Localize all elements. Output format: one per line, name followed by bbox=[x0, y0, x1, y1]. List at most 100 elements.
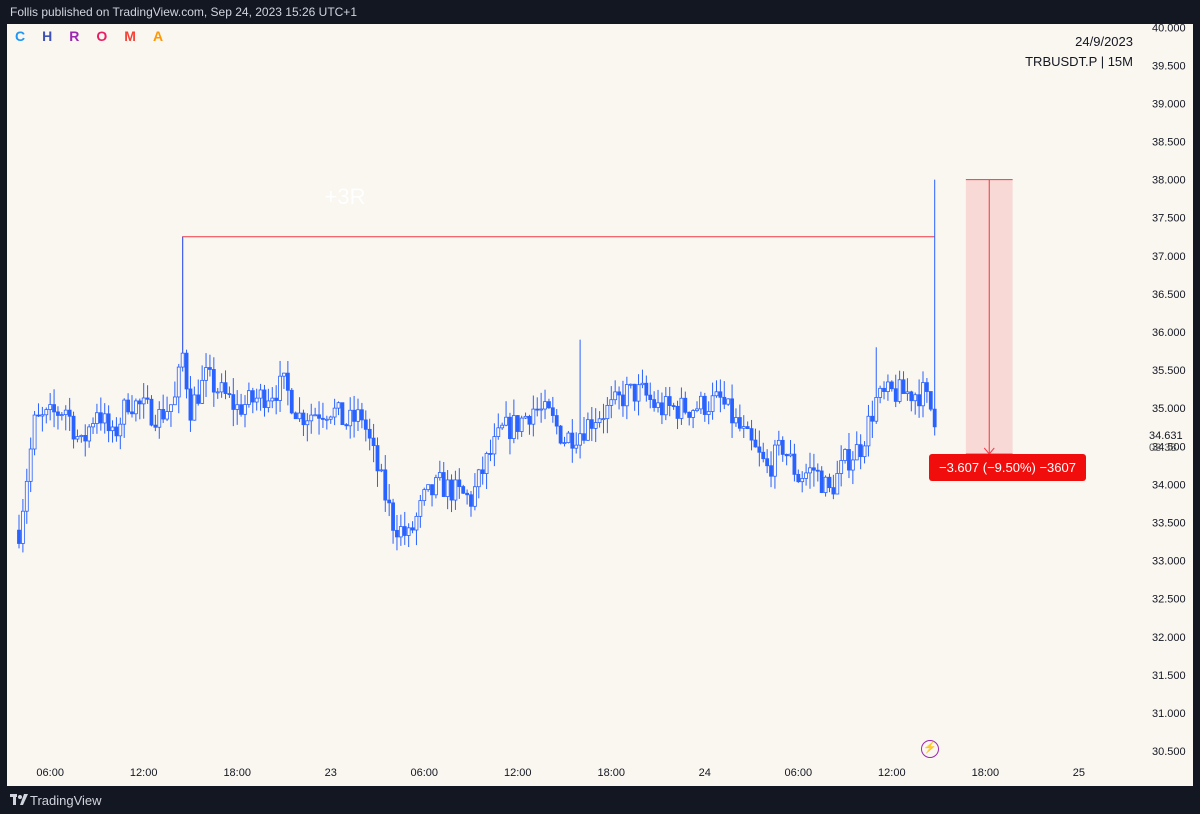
measure-arrowhead bbox=[983, 447, 995, 455]
candle-body bbox=[547, 401, 551, 409]
y-tick-label: 33.500 bbox=[1152, 518, 1186, 530]
candle-body bbox=[831, 487, 836, 495]
candle-body bbox=[773, 444, 777, 477]
candle-body bbox=[235, 404, 240, 410]
x-tick-label: 12:00 bbox=[130, 767, 158, 779]
x-tick-label: 12:00 bbox=[878, 767, 906, 779]
candle-body bbox=[932, 408, 937, 428]
y-tick-label: 39.500 bbox=[1152, 60, 1186, 72]
candle-body bbox=[305, 420, 310, 426]
candle-body bbox=[348, 409, 353, 427]
candle-body bbox=[780, 439, 785, 455]
last-price-label: 34.631 03:38 bbox=[1149, 430, 1189, 454]
candle-body bbox=[734, 417, 738, 424]
candle-body bbox=[309, 414, 314, 422]
candle-body bbox=[737, 417, 742, 429]
candle-body bbox=[161, 409, 166, 420]
chart-canvas[interactable]: 30.500 31.000 31.500 32.000 32.500 33.000 33.5… bbox=[7, 24, 1193, 786]
y-tick-label: 39.000 bbox=[1152, 98, 1186, 110]
candle-body bbox=[511, 415, 516, 439]
candle-body bbox=[917, 394, 922, 407]
candle-body bbox=[293, 412, 298, 420]
candle-body bbox=[246, 390, 251, 405]
candle-body bbox=[262, 389, 267, 408]
candle-body bbox=[796, 473, 801, 483]
candle-body bbox=[854, 444, 859, 461]
candle-body bbox=[913, 394, 918, 402]
candle-body bbox=[800, 477, 805, 483]
candle-body bbox=[63, 409, 68, 416]
candle-body bbox=[453, 479, 458, 501]
candle-body bbox=[24, 480, 29, 512]
candle-body bbox=[250, 390, 255, 403]
candle-body bbox=[328, 416, 333, 420]
candle-body bbox=[141, 397, 146, 405]
candle-body bbox=[344, 424, 349, 427]
candle-body bbox=[165, 411, 169, 420]
candle-body bbox=[110, 426, 115, 432]
tradingview-logo-icon bbox=[10, 794, 28, 805]
candle-body bbox=[133, 400, 138, 415]
candle-body bbox=[543, 401, 547, 410]
candle-body bbox=[527, 415, 532, 425]
candle-body bbox=[788, 453, 793, 457]
candle-body bbox=[613, 391, 618, 401]
resistance-line[interactable] bbox=[182, 236, 935, 355]
y-tick-label: 34.500 bbox=[1152, 441, 1186, 453]
candle-body bbox=[301, 412, 306, 426]
candle-body bbox=[679, 397, 684, 419]
candle-body bbox=[558, 425, 563, 444]
candle-body bbox=[741, 426, 746, 429]
brand-letter: M bbox=[124, 28, 153, 44]
candle-body bbox=[698, 395, 703, 410]
chart-frame[interactable]: CHROMA 24/9/2023 TRBUSDT.P | 15M 30.500 3… bbox=[7, 24, 1193, 786]
candle-body bbox=[640, 382, 645, 386]
candle-body bbox=[313, 414, 318, 417]
candle-body bbox=[909, 391, 914, 402]
candle-body bbox=[285, 372, 290, 391]
x-tick-label: 12:00 bbox=[504, 767, 532, 779]
candle-body bbox=[776, 439, 781, 446]
candle-body bbox=[539, 408, 544, 411]
brand-letter: A bbox=[152, 28, 181, 44]
candle-body bbox=[804, 472, 809, 479]
candle-body bbox=[808, 467, 812, 474]
candle-body bbox=[223, 382, 228, 394]
candle-body bbox=[500, 424, 505, 429]
brand-letter: R bbox=[69, 28, 97, 44]
candle-body bbox=[211, 369, 216, 393]
candle-body bbox=[137, 400, 142, 405]
candle-body bbox=[535, 408, 540, 411]
candle-body bbox=[921, 382, 925, 407]
candle-body bbox=[180, 352, 185, 368]
chart-symbol: TRBUSDT.P | 15M bbox=[1025, 54, 1133, 69]
candle-body bbox=[219, 382, 224, 393]
candle-body bbox=[702, 395, 707, 415]
candle-body bbox=[570, 432, 575, 449]
candle-body bbox=[621, 394, 625, 407]
candle-body bbox=[652, 399, 657, 408]
candle-body bbox=[391, 502, 395, 531]
candle-body bbox=[91, 423, 95, 428]
candle-body bbox=[784, 453, 789, 457]
candle-body bbox=[95, 412, 99, 424]
candle-body bbox=[519, 417, 524, 432]
candle-body bbox=[270, 397, 275, 402]
candle-body bbox=[889, 381, 894, 390]
candle-body bbox=[79, 435, 84, 437]
tradingview-brand-text[interactable]: TradingView bbox=[30, 793, 102, 808]
candle-body bbox=[663, 396, 668, 416]
candle-body bbox=[515, 415, 520, 432]
candle-body bbox=[340, 402, 345, 426]
candle-body bbox=[644, 382, 649, 396]
candle-body bbox=[609, 399, 614, 406]
candle-body bbox=[905, 391, 910, 394]
y-tick-label: 37.000 bbox=[1152, 251, 1186, 263]
candle-body bbox=[321, 417, 325, 420]
candle-body bbox=[145, 397, 150, 400]
candle-body bbox=[597, 418, 602, 423]
candle-body bbox=[114, 426, 119, 437]
lightning-icon[interactable]: ⚡ bbox=[921, 740, 939, 758]
candle-body bbox=[44, 409, 49, 416]
candle-body bbox=[562, 442, 567, 445]
